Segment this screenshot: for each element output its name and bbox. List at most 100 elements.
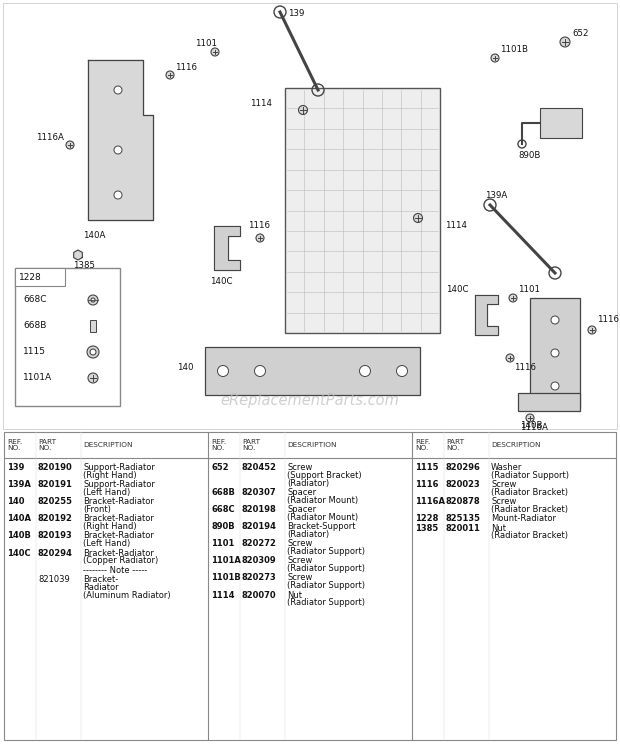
Text: 139A: 139A: [7, 480, 31, 489]
Text: PART
NO.: PART NO.: [242, 438, 260, 452]
Text: Bracket-Radiator: Bracket-Radiator: [83, 531, 154, 540]
Text: 140B: 140B: [7, 531, 31, 540]
Text: Screw: Screw: [287, 574, 312, 583]
Text: (Left Hand): (Left Hand): [83, 488, 130, 497]
Text: Bracket-Radiator: Bracket-Radiator: [83, 497, 154, 506]
Text: 820190: 820190: [38, 463, 73, 472]
Text: DESCRIPTION: DESCRIPTION: [491, 442, 541, 448]
Circle shape: [551, 349, 559, 357]
Circle shape: [551, 316, 559, 324]
Circle shape: [414, 214, 422, 222]
Text: 820194: 820194: [242, 522, 277, 531]
Circle shape: [66, 141, 74, 149]
Text: Support-Radiator: Support-Radiator: [83, 480, 155, 489]
Text: DESCRIPTION: DESCRIPTION: [287, 442, 337, 448]
Text: (Radiator Mount): (Radiator Mount): [287, 513, 358, 522]
Circle shape: [211, 48, 219, 56]
Text: 820255: 820255: [38, 497, 73, 506]
Text: 1116A: 1116A: [520, 423, 548, 432]
Text: 1114: 1114: [250, 98, 272, 107]
Text: 890B: 890B: [211, 522, 234, 531]
Circle shape: [298, 106, 308, 115]
Text: 820294: 820294: [38, 548, 73, 557]
Circle shape: [218, 365, 229, 376]
Text: Screw: Screw: [287, 539, 312, 548]
Text: REF.
NO.: REF. NO.: [7, 438, 22, 452]
Text: (Right Hand): (Right Hand): [83, 522, 136, 531]
Circle shape: [114, 86, 122, 94]
Circle shape: [588, 326, 596, 334]
Circle shape: [256, 234, 264, 242]
Text: Radiator: Radiator: [83, 583, 118, 591]
Text: 820878: 820878: [446, 497, 480, 506]
Text: Screw: Screw: [287, 463, 312, 472]
Text: 820070: 820070: [242, 591, 277, 600]
Text: DESCRIPTION: DESCRIPTION: [83, 442, 133, 448]
Text: 1115: 1115: [23, 347, 46, 356]
Text: 1101A: 1101A: [211, 557, 241, 565]
Text: (Radiator): (Radiator): [287, 530, 329, 539]
Text: 140: 140: [177, 362, 193, 371]
Text: (Radiator Support): (Radiator Support): [287, 598, 365, 607]
Text: 652: 652: [211, 463, 229, 472]
Text: 820307: 820307: [242, 488, 277, 497]
Text: REF.
NO.: REF. NO.: [211, 438, 226, 452]
Text: 1116: 1116: [175, 63, 197, 72]
Circle shape: [91, 298, 95, 302]
Text: 140C: 140C: [446, 286, 469, 295]
Text: 1116: 1116: [248, 222, 270, 231]
Text: 1228: 1228: [19, 272, 42, 281]
Text: 820193: 820193: [38, 531, 73, 540]
Text: 1228: 1228: [415, 514, 438, 523]
Text: 820296: 820296: [446, 463, 481, 472]
Text: 1101: 1101: [195, 39, 217, 48]
Text: 1101: 1101: [211, 539, 234, 548]
Text: PART
NO.: PART NO.: [38, 438, 56, 452]
Circle shape: [90, 349, 96, 355]
Bar: [4, 432, 616, 740]
Text: Nut: Nut: [491, 524, 506, 533]
Circle shape: [551, 382, 559, 390]
Text: Nut: Nut: [287, 591, 302, 600]
Text: (Radiator Support): (Radiator Support): [287, 581, 365, 590]
Text: REF.
NO.: REF. NO.: [415, 438, 430, 452]
Circle shape: [491, 54, 499, 62]
Circle shape: [560, 37, 570, 47]
Text: 1101: 1101: [518, 286, 540, 295]
Text: 1385: 1385: [415, 524, 438, 533]
Circle shape: [88, 373, 98, 383]
Text: Bracket-: Bracket-: [83, 575, 118, 584]
Text: 1116: 1116: [597, 315, 619, 324]
Text: 140A: 140A: [83, 231, 105, 240]
Text: 652: 652: [572, 30, 588, 39]
Text: 820023: 820023: [446, 480, 480, 489]
Text: 820198: 820198: [242, 505, 277, 514]
Text: (Support Bracket): (Support Bracket): [287, 471, 361, 480]
Text: 1115: 1115: [415, 463, 438, 472]
Text: Support-Radiator: Support-Radiator: [83, 463, 155, 472]
Text: Bracket-Radiator: Bracket-Radiator: [83, 514, 154, 523]
Text: (Radiator Support): (Radiator Support): [491, 471, 569, 480]
Text: Spacer: Spacer: [287, 488, 316, 497]
Text: Screw: Screw: [491, 497, 516, 506]
Text: 1114: 1114: [211, 591, 234, 600]
Text: (Radiator Mount): (Radiator Mount): [287, 496, 358, 504]
Text: 820272: 820272: [242, 539, 277, 548]
Text: 1101B: 1101B: [500, 45, 528, 54]
Circle shape: [87, 346, 99, 358]
Text: Bracket-Radiator: Bracket-Radiator: [83, 548, 154, 557]
Text: 820192: 820192: [38, 514, 73, 523]
Text: (Copper Radiator): (Copper Radiator): [83, 557, 158, 565]
Text: 139A: 139A: [485, 190, 507, 199]
Text: 1114: 1114: [445, 222, 467, 231]
Text: 821039: 821039: [38, 575, 69, 584]
Text: 1101B: 1101B: [211, 574, 241, 583]
Text: 820011: 820011: [446, 524, 481, 533]
Text: (Right Hand): (Right Hand): [83, 471, 136, 480]
Text: (Radiator): (Radiator): [287, 478, 329, 487]
Circle shape: [360, 365, 371, 376]
Text: (Front): (Front): [83, 505, 111, 514]
Text: Screw: Screw: [287, 557, 312, 565]
Circle shape: [509, 294, 517, 302]
Text: 1116A: 1116A: [415, 497, 445, 506]
